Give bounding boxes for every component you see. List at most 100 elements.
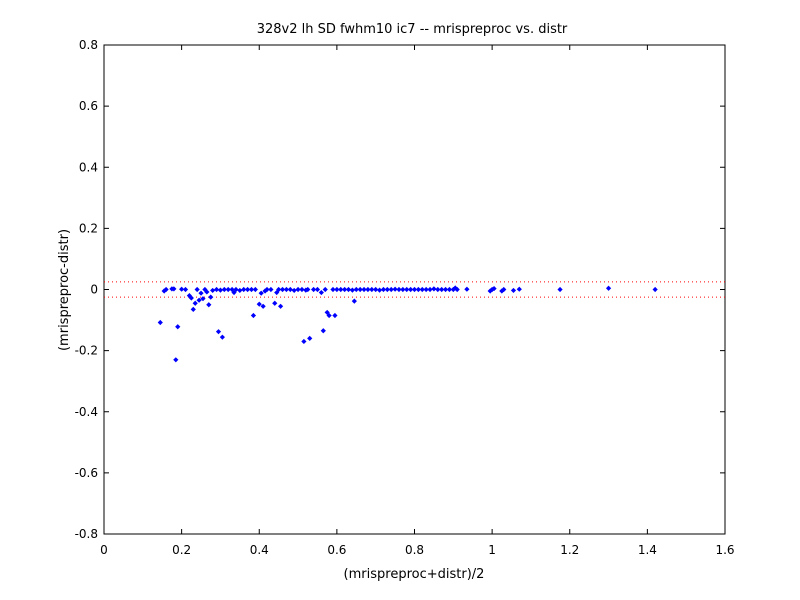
data-point [245, 286, 251, 293]
data-point [454, 286, 460, 293]
data-point [268, 286, 274, 293]
data-point [260, 303, 266, 309]
y-tick-label: 0.8 [79, 38, 98, 52]
data-point [157, 319, 163, 326]
data-point [318, 289, 324, 296]
data-point [510, 287, 517, 294]
data-point [491, 285, 497, 292]
data-point [215, 329, 222, 335]
data-point [326, 312, 332, 319]
data-point [435, 286, 441, 293]
data-point [332, 312, 338, 319]
data-point [334, 286, 340, 293]
data-point [338, 286, 344, 293]
data-point [161, 288, 167, 294]
y-tick-label: 0.4 [79, 160, 98, 174]
data-point [330, 286, 336, 293]
x-axis-title: (mrispreproc+distr)/2 [344, 567, 485, 582]
data-point [188, 295, 194, 301]
data-point [274, 289, 280, 296]
data-point [241, 286, 247, 293]
y-tick-label: 0.2 [79, 221, 98, 235]
data-point [248, 286, 255, 293]
data-point [369, 286, 375, 293]
data-point [415, 286, 421, 293]
data-point [206, 302, 212, 308]
data-point [233, 286, 239, 293]
data-point [225, 286, 231, 293]
data-point [373, 286, 379, 293]
data-point [605, 285, 612, 291]
data-point [219, 334, 225, 340]
x-tick-label: 1.4 [638, 543, 657, 557]
data-point [190, 306, 196, 312]
y-axis-title: (mrispreproc-distr) [57, 229, 72, 351]
data-point [279, 286, 286, 293]
data-point [277, 303, 284, 309]
data-point [256, 301, 262, 307]
data-point [357, 286, 363, 293]
plot-area [103, 44, 726, 535]
data-point [408, 286, 414, 293]
data-point [194, 286, 200, 293]
data-point [396, 286, 402, 293]
data-point [221, 286, 227, 293]
data-point [446, 286, 453, 293]
x-tick-label: 0.4 [250, 543, 269, 557]
data-point [272, 300, 278, 306]
x-tick-label: 1.6 [715, 543, 734, 557]
data-point [196, 297, 202, 303]
data-point [262, 288, 268, 294]
data-point [264, 286, 270, 293]
data-point [557, 286, 563, 293]
data-point [388, 286, 394, 293]
data-point [320, 328, 326, 334]
data-point [439, 286, 445, 293]
data-point [299, 286, 305, 293]
data-point [208, 294, 214, 300]
data-point [652, 286, 658, 293]
data-point [200, 296, 206, 302]
data-point [276, 286, 282, 293]
data-point [345, 286, 352, 293]
data-point [198, 290, 204, 296]
data-point [237, 287, 243, 294]
data-point [392, 286, 398, 292]
x-tick-label: 0.8 [405, 543, 424, 557]
data-point [464, 286, 470, 292]
data-point [353, 286, 359, 293]
data-point [452, 285, 458, 291]
y-tick-label: -0.2 [75, 344, 98, 358]
data-point [322, 286, 328, 293]
data-point [210, 287, 216, 294]
data-point [404, 286, 410, 293]
data-point [384, 286, 390, 293]
data-point [231, 289, 237, 296]
data-point [400, 286, 406, 293]
data-point [291, 287, 297, 294]
data-point [442, 286, 449, 293]
data-point [376, 287, 383, 293]
data-point [258, 290, 264, 296]
x-tick-label: 0.6 [327, 543, 346, 557]
chart-title: 328v2 lh SD fwhm10 ic7 -- mrispreproc vs… [257, 22, 568, 37]
data-point [487, 288, 493, 294]
data-point [307, 335, 313, 341]
data-point [217, 287, 224, 293]
data-point [283, 286, 290, 293]
x-tick-label: 0 [100, 543, 108, 557]
data-point [204, 289, 210, 295]
x-tick-label: 1 [488, 543, 496, 557]
data-point [179, 286, 185, 292]
data-point [365, 286, 371, 293]
data-point [419, 286, 425, 293]
data-point [250, 312, 257, 319]
data-point [423, 286, 429, 293]
data-point [213, 286, 220, 293]
axis-ticks [103, 44, 726, 535]
data-point [310, 286, 317, 293]
data-point [192, 300, 198, 306]
data-point [163, 286, 169, 293]
